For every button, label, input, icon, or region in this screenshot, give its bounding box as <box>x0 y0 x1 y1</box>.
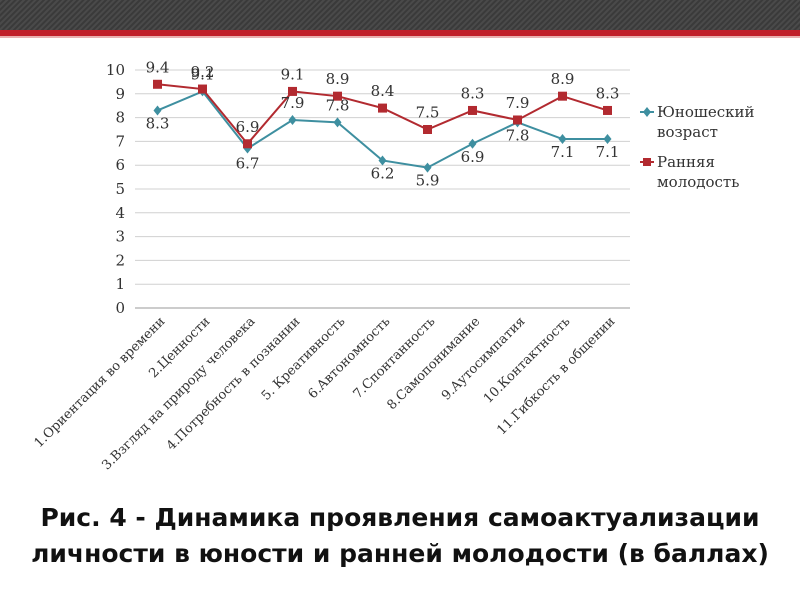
data-point-square <box>378 103 387 113</box>
data-point-diamond <box>423 162 432 173</box>
data-label: 7.8 <box>326 96 350 114</box>
data-point-diamond <box>153 105 162 116</box>
grid-lines <box>135 69 630 309</box>
data-label: 7.1 <box>596 143 620 161</box>
data-point-diamond <box>333 117 342 128</box>
data-label: 7.1 <box>551 143 575 161</box>
caption-line-2: личности в юности и ранней молодости (в … <box>31 539 769 568</box>
data-point-diamond <box>603 134 612 145</box>
data-label: 6.2 <box>371 164 395 182</box>
data-label: 7.5 <box>416 104 440 122</box>
data-label: 9.2 <box>191 63 215 81</box>
y-tick-label: 2 <box>115 251 125 269</box>
data-point-square <box>333 91 342 101</box>
x-category-label: 5. Креативность <box>259 314 349 404</box>
data-label: 9.1 <box>191 65 215 83</box>
data-label: 8.3 <box>596 84 620 102</box>
y-tick-label: 6 <box>115 156 125 174</box>
data-point-square <box>603 105 612 115</box>
legend-label: Ранняя <box>657 153 715 171</box>
x-category-label: 9.Аутосимпатия <box>439 314 528 403</box>
data-label: 7.8 <box>506 126 530 144</box>
data-label: 6.7 <box>236 155 260 173</box>
data-label: 8.4 <box>371 82 395 100</box>
top-decorative-bar <box>0 0 800 38</box>
data-point-square <box>153 79 162 89</box>
data-point-diamond <box>468 138 477 149</box>
x-category-label: 7.Спонтанность <box>351 314 439 402</box>
y-axis-ticks: 0 1 2 3 4 5 6 7 8 9 10 <box>106 61 125 317</box>
data-label: 8.3 <box>461 84 485 102</box>
data-point-diamond <box>378 155 387 166</box>
data-label: 6.9 <box>236 118 260 136</box>
x-category-label: 6.Автономность <box>305 314 393 402</box>
data-label: 9.4 <box>146 58 170 76</box>
data-point-square <box>558 91 567 101</box>
legend-label: возраст <box>657 123 718 141</box>
line-chart: 0 1 2 3 4 5 6 7 8 9 10 1.Ориентация во времени2.Це… <box>32 58 755 473</box>
data-label: 5.9 <box>416 172 440 190</box>
legend-marker-diamond <box>643 107 651 117</box>
data-label: 8.9 <box>326 70 350 88</box>
legend-label: Юношеский <box>657 103 755 121</box>
x-axis-categories: 1.Ориентация во времени2.Ценности3.Взгля… <box>32 314 619 473</box>
data-point-diamond <box>288 114 297 125</box>
data-label: 6.9 <box>461 148 485 166</box>
legend: Юношеский возраст Ранняя молодость <box>640 103 755 191</box>
data-point-square <box>513 115 522 125</box>
x-category-label: 10.Контактность <box>481 314 573 406</box>
y-tick-label: 4 <box>115 204 125 222</box>
data-label: 7.9 <box>506 94 530 112</box>
data-label: 7.9 <box>281 94 305 112</box>
caption-line-1: Рис. 4 - Динамика проявления самоактуали… <box>40 503 760 532</box>
series-markers <box>153 79 612 173</box>
data-label: 8.3 <box>146 114 170 132</box>
data-point-square <box>423 125 432 134</box>
y-tick-label: 0 <box>115 299 125 317</box>
y-tick-label: 7 <box>115 132 125 150</box>
legend-marker-square <box>643 158 651 166</box>
y-tick-label: 1 <box>115 275 125 293</box>
data-point-square <box>288 86 297 96</box>
data-label: 8.9 <box>551 70 575 88</box>
legend-label: молодость <box>657 173 739 191</box>
y-tick-label: 5 <box>115 180 125 198</box>
figure-caption: Рис. 4 - Динамика проявления самоактуали… <box>0 500 800 572</box>
y-tick-label: 10 <box>106 61 125 79</box>
y-tick-label: 3 <box>115 228 125 246</box>
data-point-square <box>198 84 207 94</box>
y-tick-label: 9 <box>115 85 125 103</box>
data-point-square <box>243 139 252 149</box>
y-tick-label: 8 <box>115 109 125 127</box>
data-point-diamond <box>558 134 567 145</box>
data-label: 9.1 <box>281 65 305 83</box>
data-labels: 8.3 9.1 6.7 7.9 7.8 6.2 5.9 6.9 7.8 7.1 7.1 9.4 9.2 6… <box>146 58 620 189</box>
data-point-square <box>468 105 477 115</box>
